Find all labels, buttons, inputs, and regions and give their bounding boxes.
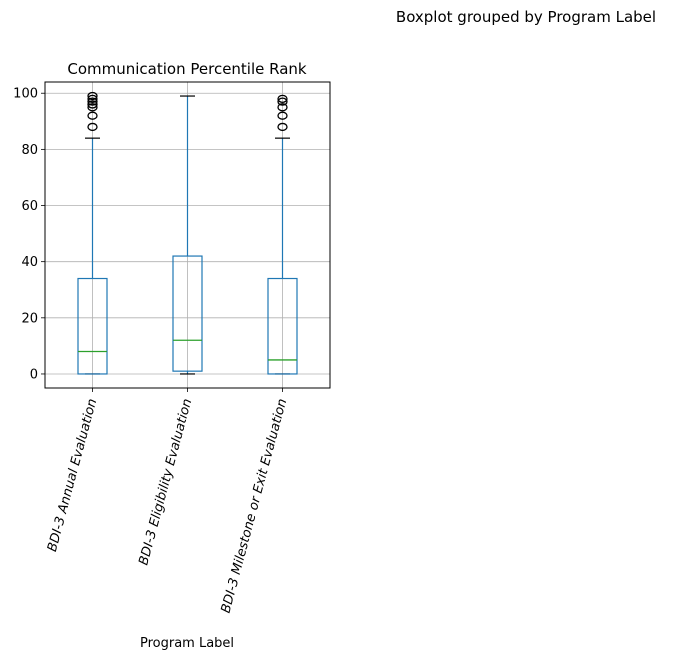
- box-iqr: [172, 255, 203, 372]
- y-tick-label: 100: [13, 87, 38, 102]
- outlier-point: [87, 122, 98, 132]
- x-axis: BDI-3 Annual Evaluation BDI-3 Eligibility…: [45, 388, 290, 615]
- x-tick-label: BDI-3 Eligibility Evaluation: [136, 397, 195, 567]
- y-tick-label: 60: [21, 199, 38, 214]
- chart-title: Communication Percentile Rank: [67, 60, 307, 78]
- y-tick-label: 20: [21, 311, 38, 326]
- y-tick-label: 40: [21, 255, 38, 270]
- box-iqr: [267, 277, 298, 375]
- box-iqr: [77, 277, 108, 375]
- y-axis: 0 20 40 60 80 100: [13, 87, 45, 382]
- y-tick-label: 80: [21, 143, 38, 158]
- box-series: [77, 91, 298, 375]
- outlier-point: [277, 103, 288, 112]
- outlier-point: [87, 103, 98, 112]
- outlier-point: [87, 91, 98, 101]
- x-tick-label: BDI-3 Annual Evaluation: [45, 397, 100, 553]
- x-axis-label: Program Label: [140, 636, 234, 651]
- outlier-point: [277, 97, 288, 106]
- outlier-point: [87, 111, 98, 120]
- outlier-point: [277, 111, 288, 120]
- y-tick-label: 0: [30, 367, 38, 382]
- outlier-point: [277, 94, 288, 103]
- x-tick-label: BDI-3 Milestone or Exit Evaluation: [219, 397, 291, 615]
- outlier-point: [87, 97, 98, 106]
- outlier-point: [277, 122, 288, 132]
- outlier-point: [87, 100, 98, 109]
- outlier-point: [87, 94, 98, 103]
- figure-suptitle: Boxplot grouped by Program Label: [396, 8, 656, 26]
